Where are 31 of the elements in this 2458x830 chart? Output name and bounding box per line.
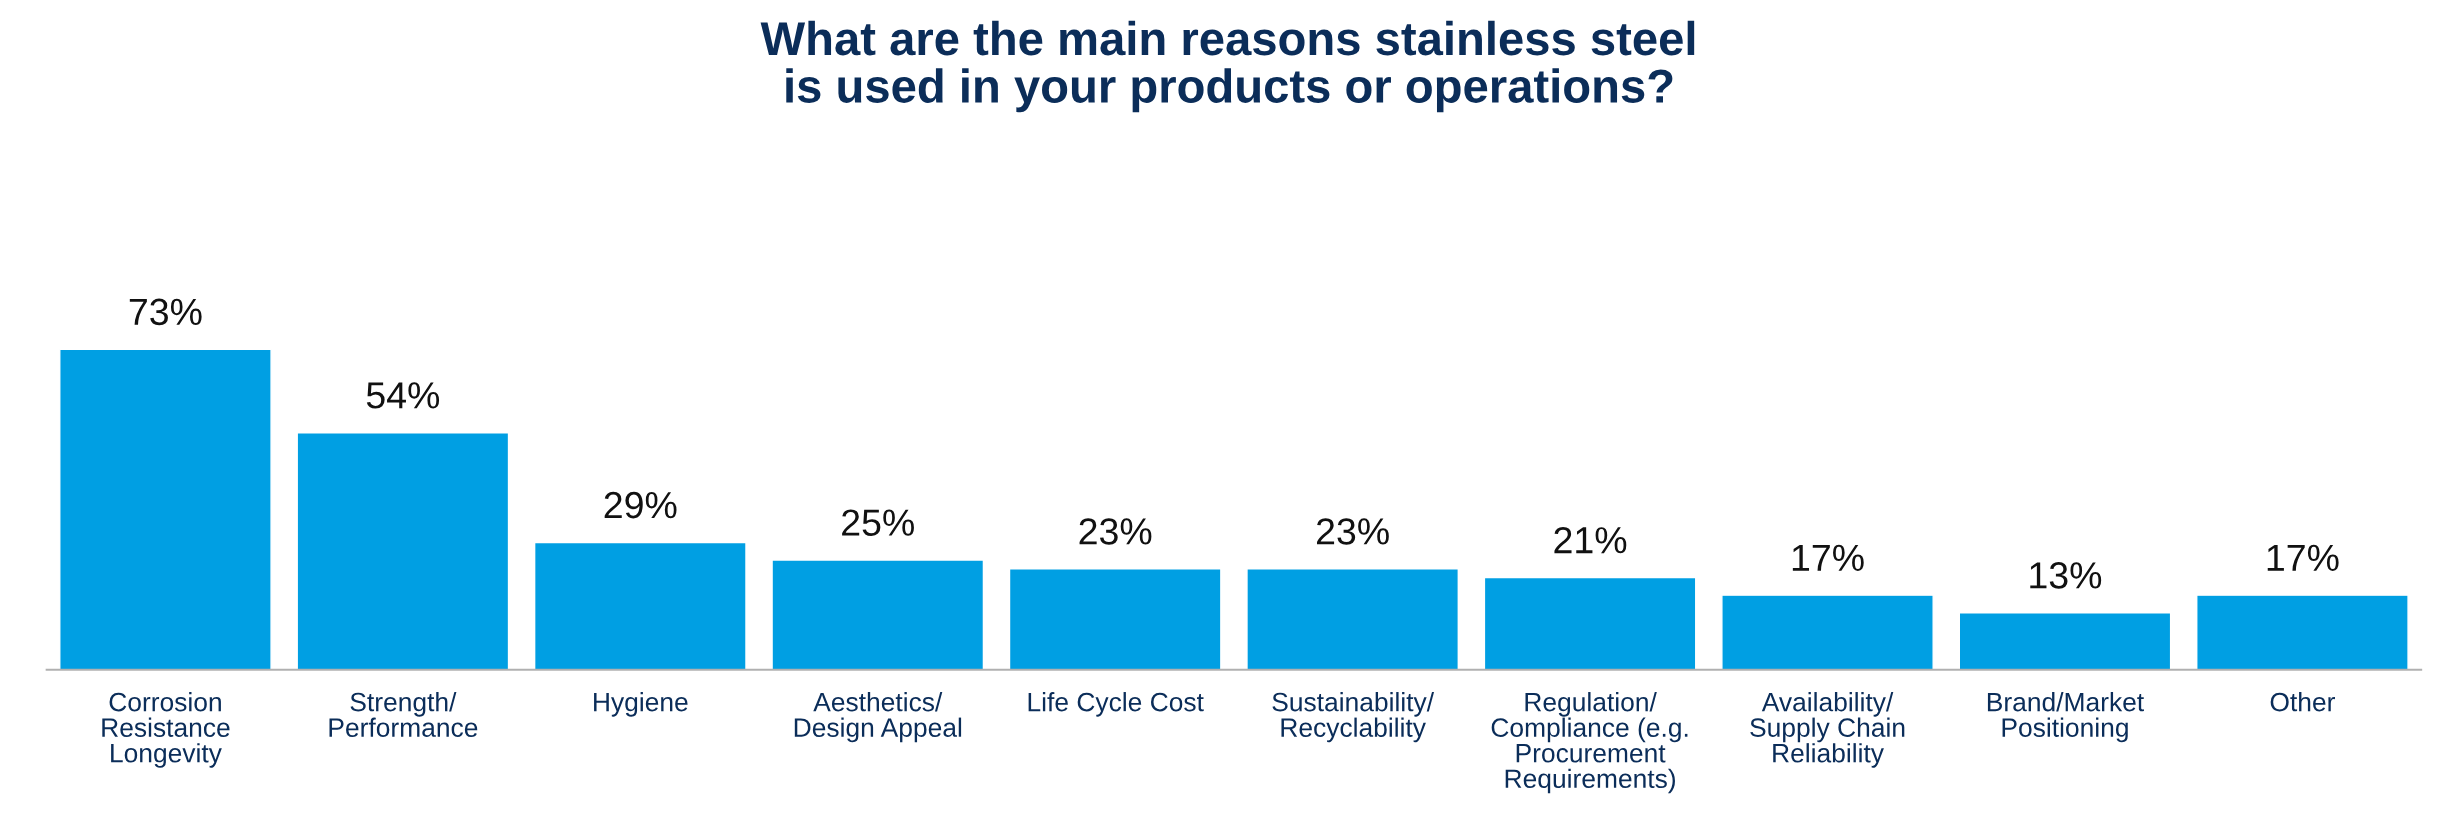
x-tick-label: Life Cycle Cost bbox=[1028, 692, 1204, 717]
bar bbox=[1483, 576, 1697, 670]
bar bbox=[533, 541, 747, 670]
bar bbox=[1008, 568, 1222, 670]
chart-title: What are the main reasons stainless steel is used in your products or operations? bbox=[760, 20, 1695, 113]
data-label: 73% bbox=[129, 298, 202, 326]
bar bbox=[771, 559, 985, 670]
data-label: 17% bbox=[1792, 544, 1864, 571]
data-label: 25% bbox=[842, 509, 914, 536]
bar bbox=[59, 348, 272, 670]
data-label: 23% bbox=[1079, 518, 1152, 545]
x-tick-label: Brand/Market Positioning bbox=[1987, 692, 2144, 743]
bar bbox=[296, 431, 510, 670]
data-label: 23% bbox=[1317, 518, 1389, 545]
x-tick-label: Regulation/ Compliance (e.g. Procurement Requirements) bbox=[1491, 692, 1688, 794]
bar bbox=[2196, 594, 2409, 670]
bar bbox=[1246, 568, 1459, 670]
x-tick-label: Corrosion Resistance Longevity bbox=[102, 692, 230, 768]
data-label: 17% bbox=[2267, 544, 2339, 571]
x-tick-label: Strength/ Performance bbox=[329, 692, 478, 737]
data-label: 54% bbox=[366, 382, 440, 409]
x-tick-label: Sustainability/ Recyclability bbox=[1272, 692, 1435, 743]
x-tick-label: Aesthetics/ Design Appeal bbox=[794, 692, 962, 743]
x-tick-label: Availability/ Supply Chain Reliability bbox=[1750, 692, 1905, 768]
data-label: 21% bbox=[1554, 526, 1627, 554]
bar bbox=[1958, 612, 2172, 670]
x-tick-label: Other bbox=[2270, 692, 2335, 712]
data-label: 13% bbox=[2030, 562, 2102, 589]
data-label: 29% bbox=[604, 491, 677, 519]
bar bbox=[1721, 594, 1934, 670]
x-tick-label: Hygiene bbox=[594, 692, 688, 717]
